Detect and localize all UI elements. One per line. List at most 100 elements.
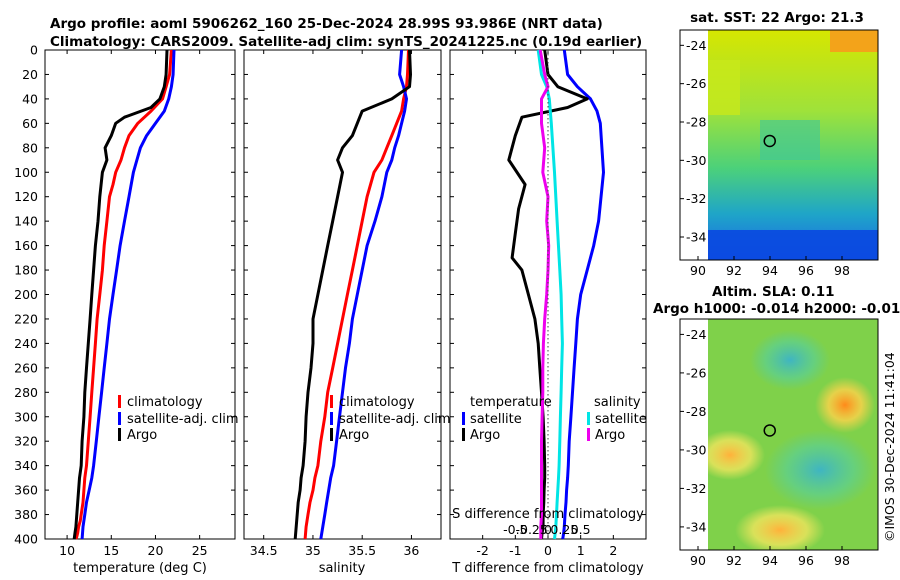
legend-title-salinity: salinity xyxy=(594,395,641,410)
map-x-tick-label: 96 xyxy=(798,553,814,568)
difference-legend: temperature salinity satellite Argo sate… xyxy=(462,395,647,443)
salinity-panel xyxy=(243,49,442,540)
s-tick-label: 0 xyxy=(544,522,552,537)
depth-tick-label: 280 xyxy=(14,385,38,400)
depth-tick-label: 320 xyxy=(14,434,38,449)
x-tick-label: 36 xyxy=(403,543,419,558)
legend-swatch-satellite xyxy=(118,412,121,425)
map-y-tick-label: -30 xyxy=(686,442,706,457)
map-y-tick-label: -26 xyxy=(686,76,706,91)
depth-tick-label: 380 xyxy=(14,507,38,522)
sla-high xyxy=(815,377,875,433)
sst-map-image xyxy=(708,30,878,260)
t-difference-axis-label: T difference from climatology xyxy=(451,561,644,576)
sla-map-title: Altim. SLA: 0.11 xyxy=(712,284,834,300)
s-tick-label: 0.5 xyxy=(571,522,591,537)
sst-patch xyxy=(708,60,740,115)
legend-label-satellite: satellite-adj. clim xyxy=(127,412,239,427)
map-y-tick-label: -34 xyxy=(686,519,706,534)
series-line-argo xyxy=(72,49,169,540)
series-line-t-satellite xyxy=(561,49,605,540)
series-line-satellite-adj-clim xyxy=(319,49,408,540)
legend-swatch-climatology xyxy=(118,395,121,408)
salinity-axis-label: salinity xyxy=(319,561,366,576)
map-x-tick-label: 92 xyxy=(726,263,742,278)
map-y-tick-label: -24 xyxy=(686,38,706,53)
depth-tick-label: 240 xyxy=(14,336,38,351)
legend-label-t-argo: Argo xyxy=(470,428,500,443)
series-line-argo xyxy=(293,49,412,540)
axis-ticks: 10 15 20 25 34.5 35 35.5 36 -2 -1 0 1 2 xyxy=(45,49,646,558)
series-line-s-argo xyxy=(538,49,551,539)
temperature-panel xyxy=(44,49,236,540)
map-x-tick-label: 98 xyxy=(834,553,850,568)
s-tick-label: -0.5 xyxy=(503,522,527,537)
x-tick-label: 35 xyxy=(305,543,321,558)
depth-tick-label: 360 xyxy=(14,483,38,498)
series-line-s-satellite xyxy=(536,49,564,540)
salinity-legend: climatology satellite-adj. clim Argo xyxy=(330,395,451,443)
legend-swatch-t-satellite xyxy=(462,412,465,425)
depth-tick-label: 160 xyxy=(14,238,38,253)
legend-swatch-climatology xyxy=(330,395,333,408)
depth-tick-label: 300 xyxy=(14,409,38,424)
depth-tick-label: 80 xyxy=(22,140,38,155)
temperature-axis-label: temperature (deg C) xyxy=(73,561,207,576)
sst-patch xyxy=(760,120,820,160)
x-tick-label: 0 xyxy=(544,543,552,558)
sst-map-ticks: 90 92 94 96 98 -24 -26 -28 -30 -32 -34 xyxy=(680,38,850,278)
map-x-tick-label: 96 xyxy=(798,263,814,278)
map-y-tick-label: -30 xyxy=(686,153,706,168)
sst-map-title: sat. SST: 22 Argo: 21.3 xyxy=(690,10,864,26)
x-tick-label: 15 xyxy=(103,543,119,558)
figure-title-line2: Climatology: CARS2009. Satellite-adj cli… xyxy=(50,34,642,50)
depth-tick-label: 180 xyxy=(14,263,38,278)
legend-label-argo: Argo xyxy=(127,428,157,443)
legend-label-argo: Argo xyxy=(339,428,369,443)
depth-tick-label: 340 xyxy=(14,458,38,473)
map-x-tick-label: 92 xyxy=(726,553,742,568)
depth-tick-label: 100 xyxy=(14,165,38,180)
profile-lines xyxy=(72,49,605,540)
x-tick-label: 20 xyxy=(148,543,164,558)
x-tick-label: 35.5 xyxy=(348,543,376,558)
map-x-tick-label: 94 xyxy=(762,553,778,568)
map-y-tick-label: -24 xyxy=(686,327,706,342)
x-tick-label: -2 xyxy=(476,543,488,558)
legend-label-climatology: climatology xyxy=(339,395,415,410)
x-tick-label: 10 xyxy=(59,543,75,558)
temperature-legend: climatology satellite-adj. clim Argo xyxy=(118,395,239,443)
legend-label-t-satellite: satellite xyxy=(470,412,522,427)
legend-swatch-t-argo xyxy=(462,428,465,441)
map-y-tick-label: -32 xyxy=(686,191,706,206)
sla-map-subtitle: Argo h1000: -0.014 h2000: -0.014 xyxy=(653,301,900,317)
depth-tick-label: 120 xyxy=(14,189,38,204)
depth-tick-label: 0 xyxy=(30,43,38,58)
sla-map-ticks: 90 92 94 96 98 -24 -26 -28 -30 -32 -34 xyxy=(680,327,850,568)
map-x-tick-label: 90 xyxy=(690,553,706,568)
x-tick-label: 34.5 xyxy=(250,543,278,558)
sla-map-border xyxy=(679,318,879,551)
legend-swatch-satellite xyxy=(330,412,333,425)
s-difference-axis-label: S difference from climatology xyxy=(452,507,644,522)
series-line-climatology xyxy=(74,49,173,540)
map-y-tick-label: -34 xyxy=(686,230,706,245)
depth-tick-label: 400 xyxy=(14,532,38,547)
map-y-tick-label: -28 xyxy=(686,115,706,130)
map-y-tick-label: -26 xyxy=(686,365,706,380)
depth-tick-label: 260 xyxy=(14,360,38,375)
depth-tick-label: 220 xyxy=(14,311,38,326)
legend-label-climatology: climatology xyxy=(127,395,203,410)
sla-low xyxy=(750,330,830,390)
x-tick-label: 2 xyxy=(609,543,617,558)
legend-swatch-argo xyxy=(330,428,333,441)
series-line-climatology xyxy=(303,49,410,540)
s-tick-label: 0.25 xyxy=(550,522,578,537)
imos-watermark: ©IMOS 30-Dec-2024 11:41:04 xyxy=(882,352,897,542)
sst-cold-band xyxy=(708,230,878,260)
legend-swatch-argo xyxy=(118,428,121,441)
map-x-tick-label: 98 xyxy=(834,263,850,278)
series-line-satellite-adj-clim xyxy=(80,49,176,540)
